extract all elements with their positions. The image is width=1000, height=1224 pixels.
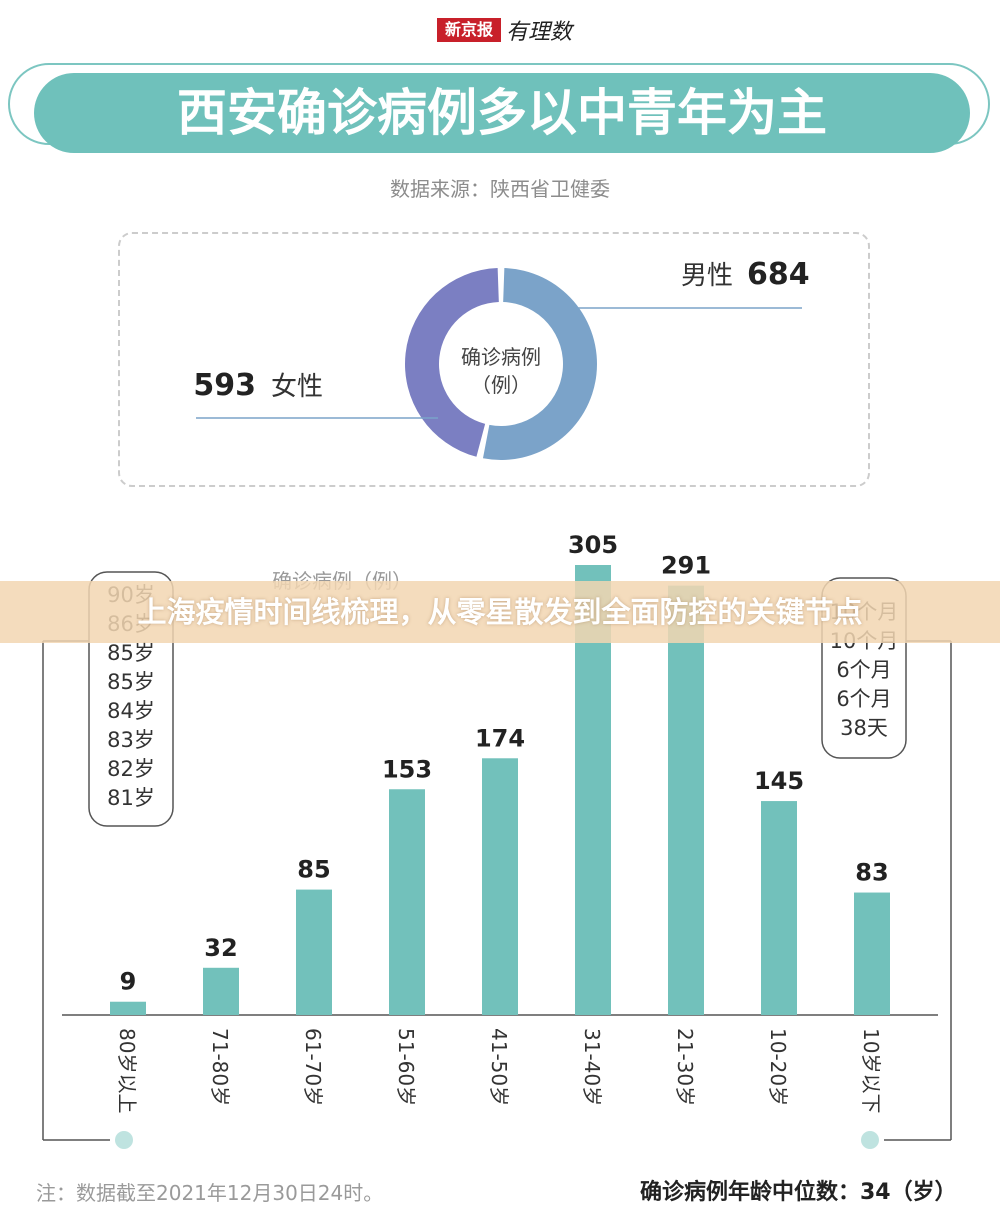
footnote: 注：数据截至2021年12月30日24时。	[36, 1181, 384, 1205]
bar-value-label: 291	[661, 552, 711, 580]
age-case-item: 6个月	[836, 687, 891, 711]
brand-logo: 新京报 有理数	[0, 8, 1000, 48]
x-tick-label: 31-40岁	[580, 1028, 604, 1106]
age-case-item: 83岁	[107, 728, 155, 752]
bar-value-label: 83	[855, 859, 888, 887]
donut-center-unit: （例）	[471, 373, 531, 397]
donut-center-label: 确诊病例	[461, 345, 541, 369]
male-slice	[482, 268, 597, 460]
bar-value-label: 9	[120, 968, 137, 996]
bar	[110, 1001, 146, 1015]
overlay-banner[interactable]: 上海疫情时间线梳理，从零星散发到全面防控的关键节点	[0, 581, 1000, 643]
bar-value-label: 153	[382, 755, 432, 783]
bar	[389, 789, 425, 1015]
age-case-item: 81岁	[107, 786, 155, 810]
x-tick-label: 51-60岁	[394, 1028, 418, 1106]
age-case-item: 38天	[840, 716, 888, 740]
x-tick-label: 41-50岁	[487, 1028, 511, 1106]
bar	[854, 892, 890, 1015]
right-bracket-dot	[861, 1131, 879, 1149]
left-bracket-dot	[115, 1131, 133, 1149]
male-label: 男性	[681, 261, 733, 291]
bar	[482, 758, 518, 1015]
bar-value-label: 305	[568, 531, 618, 559]
bar	[761, 801, 797, 1015]
median-age: 确诊病例年龄中位数：34（岁）	[640, 1180, 957, 1205]
age-case-item: 84岁	[107, 699, 155, 723]
gender-donut-chart: 确诊病例 （例） 男性 684 593 女性	[193, 257, 810, 460]
age-case-item: 85岁	[107, 670, 155, 694]
x-tick-label: 71-80岁	[208, 1028, 232, 1106]
age-case-item: 82岁	[107, 757, 155, 781]
bar-value-label: 32	[204, 934, 237, 962]
age-case-item: 6个月	[836, 658, 891, 682]
data-source: 数据来源：陕西省卫健委	[390, 177, 610, 201]
female-slice	[405, 268, 499, 457]
x-tick-label: 61-70岁	[301, 1028, 325, 1106]
female-label: 女性	[271, 372, 323, 402]
x-tick-label: 10岁以下	[859, 1028, 883, 1113]
brand-name: 新京报	[437, 18, 501, 42]
x-tick-label: 10-20岁	[766, 1028, 790, 1106]
bar	[668, 585, 704, 1015]
male-value: 684	[747, 257, 810, 292]
female-value: 593	[193, 368, 256, 403]
x-tick-label: 21-30岁	[673, 1028, 697, 1106]
bar	[296, 889, 332, 1015]
page-title: 西安确诊病例多以中青年为主	[34, 73, 970, 153]
bar	[203, 967, 239, 1015]
bar-value-label: 174	[475, 724, 525, 752]
bar-value-label: 85	[297, 856, 330, 884]
age-case-item: 85岁	[107, 641, 155, 665]
bar-value-label: 145	[754, 767, 804, 795]
brand-sub: 有理数	[506, 20, 573, 45]
x-tick-label: 80岁以上	[115, 1028, 139, 1113]
gender-panel	[118, 232, 870, 487]
